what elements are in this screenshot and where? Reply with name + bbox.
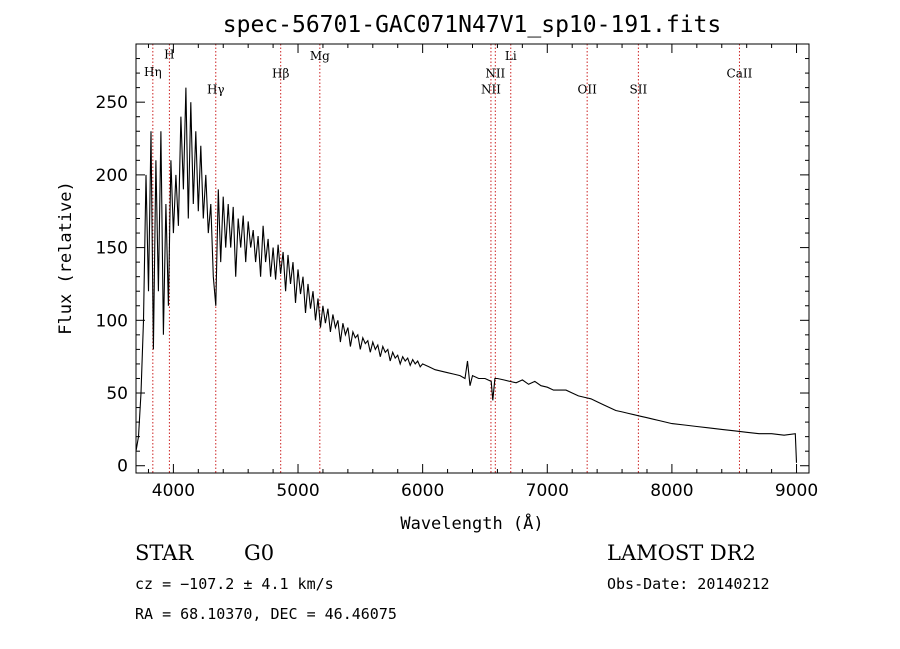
obs-date: Obs-Date: 20140212 bbox=[607, 575, 770, 593]
ra-dec: RA = 68.10370, DEC = 46.46075 bbox=[135, 605, 397, 623]
x-tick-label: 9000 bbox=[775, 481, 818, 501]
y-tick-label: 100 bbox=[96, 311, 128, 331]
y-tick-label: 250 bbox=[96, 93, 128, 113]
line-label-5: NII bbox=[481, 82, 501, 96]
line-label-10: CaII bbox=[727, 66, 753, 80]
line-label-7: Li bbox=[505, 49, 517, 63]
y-tick-label: 50 bbox=[106, 384, 128, 404]
y-tick-label: 150 bbox=[96, 239, 128, 259]
line-label-3: Hβ bbox=[272, 66, 289, 80]
y-tick-label: 200 bbox=[96, 166, 128, 186]
line-label-0: Hη bbox=[144, 65, 162, 79]
line-label-6: NII bbox=[485, 66, 505, 80]
line-label-8: OII bbox=[577, 82, 597, 96]
x-tick-label: 8000 bbox=[650, 481, 693, 501]
y-axis-label: Flux (relative) bbox=[56, 181, 76, 335]
axis-ticks: 4000 5000 6000 7000 8000 9000 0 50 100 150 200 250 bbox=[96, 43, 818, 501]
line-label-2: Hγ bbox=[207, 82, 225, 96]
object-subclass: G0 bbox=[244, 541, 274, 565]
x-tick-label: 5000 bbox=[276, 481, 319, 501]
x-axis-label: Wavelength (Å) bbox=[400, 512, 543, 534]
chart-title: spec-56701-GAC071N47V1_sp10-191.fits bbox=[223, 12, 722, 38]
line-label-1: H bbox=[164, 48, 174, 62]
x-tick-label: 6000 bbox=[401, 481, 444, 501]
line-label-9: SII bbox=[630, 82, 648, 96]
line-label-4: Mg bbox=[310, 49, 330, 63]
y-tick-label: 0 bbox=[117, 457, 128, 477]
survey-name: LAMOST DR2 bbox=[607, 541, 756, 565]
cz-value: cz = −107.2 ± 4.1 km/s bbox=[135, 575, 334, 593]
object-class: STAR bbox=[135, 541, 194, 565]
spectrum-line bbox=[135, 87, 798, 463]
x-tick-label: 4000 bbox=[152, 481, 195, 501]
x-tick-label: 7000 bbox=[526, 481, 569, 501]
